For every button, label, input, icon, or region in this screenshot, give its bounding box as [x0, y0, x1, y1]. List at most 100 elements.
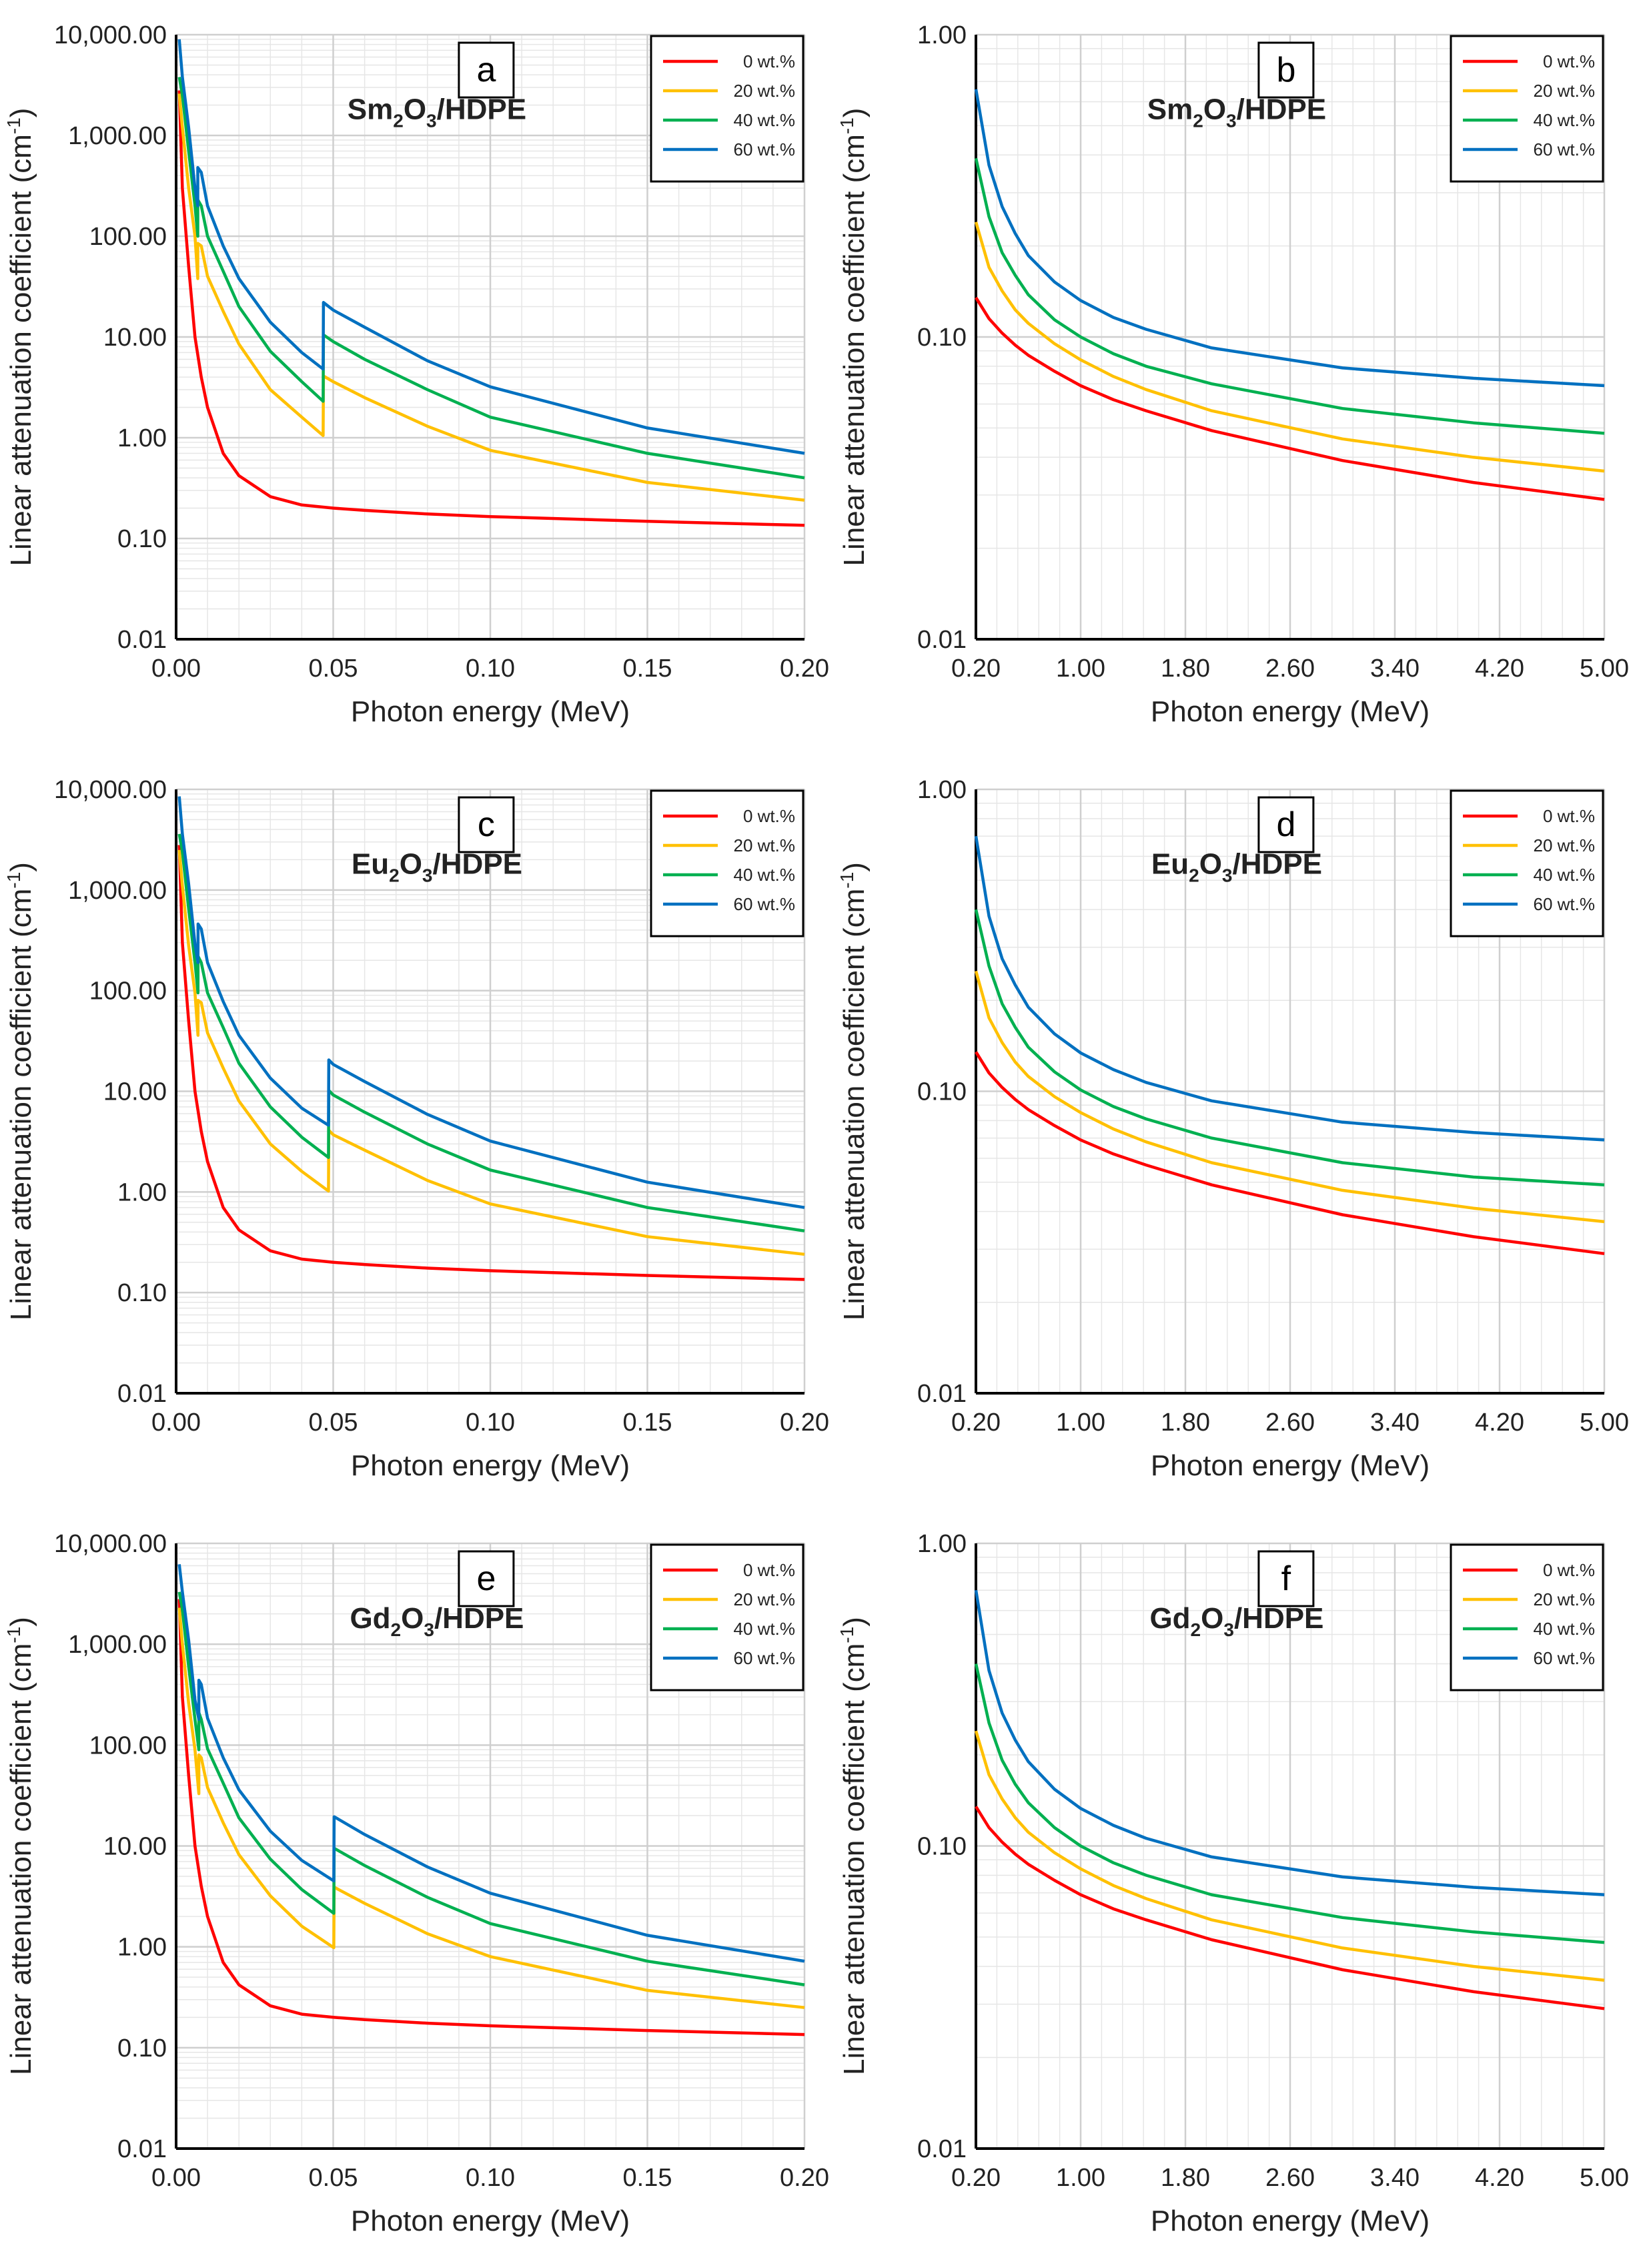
y-tick-label: 10.00 — [103, 1833, 167, 1861]
x-tick-label: 2.60 — [1265, 1409, 1315, 1437]
series-line-40-wt — [177, 77, 805, 480]
x-tick-label: 2.60 — [1265, 655, 1315, 683]
legend-label: 40 wt.% — [1534, 865, 1596, 885]
series-line-20-wt — [177, 93, 805, 502]
legend-label: 20 wt.% — [734, 81, 796, 101]
y-tick-label: 1,000.00 — [68, 877, 167, 905]
series-line-60-wt — [974, 1589, 1605, 1896]
x-axis-title: Photon energy (MeV) — [351, 695, 630, 728]
x-tick-label: 0.10 — [466, 655, 515, 683]
legend-label: 60 wt.% — [1534, 139, 1596, 159]
legend-label: 60 wt.% — [734, 139, 796, 159]
x-axis-title: Photon energy (MeV) — [351, 2205, 630, 2237]
x-tick-label: 0.20 — [951, 2164, 1001, 2192]
x-tick-label: 0.00 — [151, 2164, 201, 2192]
x-tick-label: 1.00 — [1056, 655, 1105, 683]
x-tick-label: 0.20 — [951, 655, 1001, 683]
x-tick-label: 0.20 — [780, 655, 829, 683]
y-tick-label: 1.00 — [917, 21, 967, 49]
series-line-40-wt — [974, 909, 1605, 1186]
panel-f: 0.01 0.10 1.00 0.20 1.00 1.80 2.60 3.40 4.20 5.00… — [837, 1530, 1629, 2237]
legend-label: 0 wt.% — [1543, 51, 1595, 71]
panel-label-box — [1257, 1550, 1315, 1607]
series-line-0-wt — [177, 90, 805, 527]
chart-title: Gd2O3/HDPE — [1149, 1602, 1323, 1640]
x-tick-label: 5.00 — [1580, 1409, 1629, 1437]
x-tick-label: 1.80 — [1161, 1409, 1210, 1437]
x-tick-label: 4.20 — [1475, 655, 1524, 683]
x-tick-label: 4.20 — [1475, 2164, 1524, 2192]
y-tick-label: 100.00 — [89, 978, 167, 1006]
series-line-20-wt — [177, 849, 805, 1256]
y-tick-label: 10.00 — [103, 324, 167, 352]
x-tick-label: 0.00 — [151, 655, 201, 683]
series-line-20-wt — [974, 970, 1605, 1224]
x-axis-title: Photon energy (MeV) — [1151, 2205, 1430, 2237]
legend-label: 20 wt.% — [734, 1589, 796, 1609]
y-tick-label: 10.00 — [103, 1078, 167, 1106]
legend-label: 0 wt.% — [1543, 1560, 1595, 1580]
legend-label: 0 wt.% — [743, 1560, 795, 1580]
chart-title: Sm2O3/HDPE — [1147, 93, 1326, 131]
legend-label: 20 wt.% — [734, 835, 796, 855]
panel-e: 0.01 0.10 1.00 10.00 100.00 1,000.00 10,000.00… — [3, 1530, 829, 2237]
series-line-60-wt — [177, 1564, 805, 1963]
panel-a: 0.01 0.10 1.00 10.00 100.00 1,000.00 10,000.00… — [3, 21, 829, 728]
panel-label-box — [458, 796, 515, 853]
legend-label: 20 wt.% — [1534, 81, 1596, 101]
legend: 0 wt.% 20 wt.% 40 wt.% 60 wt.% — [650, 1543, 804, 1691]
series-line-0-wt — [177, 845, 805, 1281]
legend-label: 60 wt.% — [734, 894, 796, 914]
x-axis-title: Photon energy (MeV) — [351, 1449, 630, 1482]
series-line-60-wt — [177, 796, 805, 1209]
y-axis-title: Linear attenuation coefficient (cm-1) — [837, 108, 871, 566]
x-tick-label: 0.05 — [309, 1409, 358, 1437]
legend-label: 40 wt.% — [734, 110, 796, 130]
y-axis-title: Linear attenuation coefficient (cm-1) — [3, 108, 37, 566]
x-tick-label: 3.40 — [1370, 655, 1420, 683]
x-axis-title: Photon energy (MeV) — [1151, 1449, 1430, 1482]
legend: 0 wt.% 20 wt.% 40 wt.% 60 wt.% — [1450, 1543, 1604, 1691]
legend: 0 wt.% 20 wt.% 40 wt.% 60 wt.% — [650, 789, 804, 937]
legend-label: 0 wt.% — [743, 806, 795, 826]
y-tick-label: 1.00 — [117, 424, 167, 452]
y-tick-label: 0.01 — [117, 2135, 167, 2163]
panel-b: 0.01 0.10 1.00 0.20 1.00 1.80 2.60 3.40 4.20 5.00… — [837, 21, 1629, 728]
x-tick-label: 0.15 — [623, 655, 672, 683]
y-tick-label: 1.00 — [917, 1530, 967, 1558]
legend-label: 0 wt.% — [743, 51, 795, 71]
series-line-0-wt — [975, 296, 1605, 501]
legend-label: 20 wt.% — [1534, 1589, 1596, 1609]
x-tick-label: 1.80 — [1161, 655, 1210, 683]
x-tick-label: 4.20 — [1475, 1409, 1524, 1437]
x-tick-label: 0.10 — [466, 2164, 515, 2192]
x-tick-label: 0.05 — [309, 2164, 358, 2192]
x-tick-label: 1.00 — [1056, 1409, 1105, 1437]
panel-label: d — [1276, 805, 1295, 844]
legend: 0 wt.% 20 wt.% 40 wt.% 60 wt.% — [650, 35, 804, 183]
panel-label: e — [476, 1559, 496, 1598]
legend-label: 0 wt.% — [1543, 806, 1595, 826]
y-tick-label: 0.01 — [917, 626, 967, 654]
panel-label-box — [458, 41, 515, 99]
chart-title: Eu2O3/HDPE — [352, 848, 522, 886]
series-line-20-wt — [974, 1730, 1605, 1982]
y-tick-label: 10,000.00 — [54, 21, 167, 49]
x-tick-label: 0.15 — [623, 2164, 672, 2192]
legend-label: 40 wt.% — [1534, 110, 1596, 130]
legend: 0 wt.% 20 wt.% 40 wt.% 60 wt.% — [1450, 35, 1604, 183]
y-tick-label: 0.10 — [117, 2034, 167, 2062]
y-tick-label: 0.10 — [917, 1833, 967, 1861]
y-tick-label: 0.10 — [917, 324, 967, 352]
y-tick-label: 0.10 — [117, 525, 167, 553]
y-axis-title: Linear attenuation coefficient (cm-1) — [3, 862, 37, 1320]
series-line-60-wt — [177, 39, 805, 455]
y-axis-title: Linear attenuation coefficient (cm-1) — [3, 1617, 37, 2075]
series-line-40-wt — [177, 833, 805, 1232]
x-tick-label: 0.05 — [309, 655, 358, 683]
x-tick-label: 5.00 — [1580, 2164, 1629, 2192]
panel-label: a — [476, 51, 496, 89]
legend: 0 wt.% 20 wt.% 40 wt.% 60 wt.% — [1450, 789, 1604, 937]
y-tick-label: 1.00 — [117, 1178, 167, 1206]
series-line-20-wt — [974, 222, 1605, 473]
